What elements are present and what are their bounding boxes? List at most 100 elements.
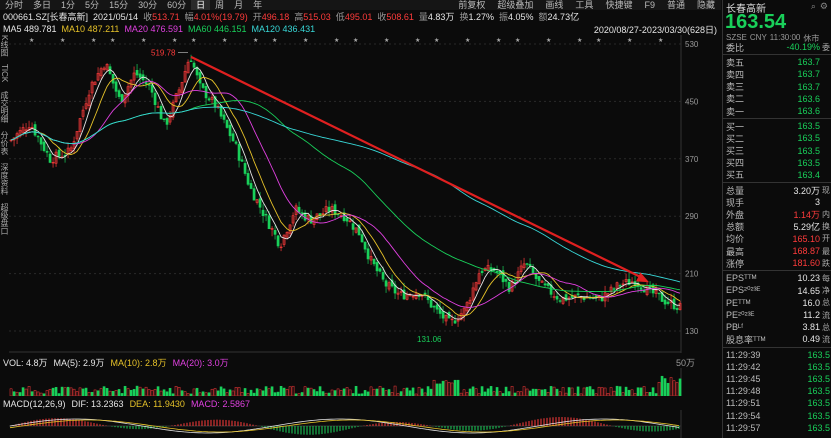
candle — [69, 147, 73, 152]
event-star-icon[interactable]: ★ — [546, 37, 551, 44]
timeframe-tab-6[interactable]: 60分 — [167, 0, 187, 10]
candle — [531, 266, 535, 274]
candle — [273, 230, 277, 235]
volume-bar — [528, 390, 532, 396]
candle — [153, 92, 157, 106]
toolbar-item-0[interactable]: 前复权 — [458, 0, 486, 10]
timeframe-tab-0[interactable]: 分时 — [5, 0, 24, 10]
volume-bar — [624, 386, 628, 396]
timeframe-tab-8[interactable]: 周 — [215, 0, 225, 10]
volume-bar — [342, 388, 346, 396]
event-star-icon[interactable]: ★ — [29, 37, 34, 44]
event-star-icon[interactable]: ★ — [434, 37, 439, 44]
toolbar-item-7[interactable]: 隐藏 — [696, 0, 715, 10]
volume-bar — [96, 390, 100, 396]
event-star-icon[interactable]: ★ — [496, 37, 501, 44]
volume-bar — [522, 386, 526, 396]
candle — [270, 227, 274, 230]
kline-chart[interactable]: 519.78 131.06 ★ ★ ★ ★ ★ ★ ★ ★ ★ ★ ★ ★ ★ ★ ★ ★ ★ ★ ★ ★ ★ ★ ★ ★ 530… — [9, 35, 721, 353]
volume-bar — [282, 387, 286, 396]
left-tab-0[interactable]: K线图 — [0, 35, 9, 57]
settings-icon[interactable]: ⚙ — [819, 1, 828, 11]
event-star-icon[interactable]: ★ — [191, 37, 196, 44]
volume-bar — [120, 393, 124, 396]
volume-bar — [18, 392, 22, 396]
candle — [333, 204, 337, 216]
y-tick-label: 210 — [685, 270, 699, 279]
toolbar-item-4[interactable]: 快捷键 — [605, 0, 633, 10]
bar-volume: 4.83万 — [427, 12, 455, 22]
candle — [201, 83, 205, 88]
timeframe-tab-2[interactable]: 1分 — [61, 0, 76, 10]
event-star-icon[interactable]: ★ — [627, 37, 632, 44]
event-star-icon[interactable]: ★ — [577, 37, 582, 44]
left-tab-2[interactable]: 成交明细 — [0, 90, 9, 123]
market-status: 休市 — [803, 34, 820, 43]
candle — [507, 281, 511, 292]
timeframe-tab-9[interactable]: 月 — [234, 0, 244, 10]
left-tab-3[interactable]: 分价表 — [0, 130, 9, 155]
left-tab-4[interactable]: 深度资料 — [0, 162, 9, 195]
candle — [255, 199, 259, 203]
event-star-icon[interactable]: ★ — [253, 37, 258, 44]
quote-row: 委比 -40.19% 委 — [723, 41, 831, 53]
volume-bar — [654, 393, 658, 396]
volume-bar — [513, 392, 517, 396]
candle — [444, 314, 448, 322]
timeframe-tab-1[interactable]: 多日 — [33, 0, 52, 10]
candle — [441, 311, 445, 319]
volume-bar — [90, 391, 94, 396]
ma5-value: MA5 489.781 — [3, 24, 57, 34]
event-star-icon[interactable]: ★ — [222, 37, 227, 44]
volume-bar — [426, 386, 430, 396]
left-tab-1[interactable]: TICK — [0, 64, 9, 83]
search-icon[interactable]: ⌕ — [810, 1, 816, 11]
volume-bar — [372, 388, 376, 396]
event-star-icon[interactable]: ★ — [303, 37, 308, 44]
volume-bar — [621, 392, 625, 396]
quote-row: 卖一 163.6 — [723, 105, 831, 117]
quote-row: 总量 3.20万现 — [723, 184, 831, 196]
candle — [180, 81, 184, 93]
candle — [639, 287, 643, 290]
event-star-icon[interactable]: ★ — [334, 37, 339, 44]
vol-ma5: MA(5): 2.9万 — [53, 357, 105, 368]
timeframe-toolbar: 分时 多日 1分 5分 15分 30分 60分日周月年 前复权 超级叠加 画线 工具 快捷键 F9 普通 隐… — [0, 0, 721, 10]
toolbar-item-5[interactable]: F9 — [644, 0, 655, 10]
event-star-icon[interactable]: ★ — [384, 37, 389, 44]
event-star-icon[interactable]: ★ — [353, 37, 358, 44]
timeframe-tab-4[interactable]: 15分 — [109, 0, 129, 10]
candle — [252, 188, 256, 201]
volume-bar — [102, 386, 106, 396]
event-star-icon[interactable]: ★ — [110, 37, 115, 44]
volume-chart[interactable] — [9, 368, 721, 396]
event-star-icon[interactable]: ★ — [141, 37, 146, 44]
volume-bar — [399, 391, 403, 396]
event-star-icon[interactable]: ★ — [172, 37, 177, 44]
tick-time: 11:29:42 — [726, 361, 761, 372]
event-star-icon[interactable]: ★ — [465, 37, 470, 44]
timeframe-tab-5[interactable]: 30分 — [138, 0, 158, 10]
left-tab-5[interactable]: 超级盘口 — [0, 202, 9, 235]
toolbar-item-6[interactable]: 普通 — [666, 0, 685, 10]
stock-code: 000661.SZ[长春高新] — [3, 12, 89, 22]
timeframe-tab-3[interactable]: 5分 — [85, 0, 100, 10]
timeframe-tab-10[interactable]: 年 — [253, 0, 263, 10]
timeframe-tab-7[interactable]: 日 — [191, 0, 211, 10]
event-star-icon[interactable]: ★ — [60, 37, 65, 44]
volume-bar — [225, 392, 229, 396]
event-star-icon[interactable]: ★ — [658, 37, 663, 44]
toolbar-item-3[interactable]: 工具 — [575, 0, 594, 10]
candle — [240, 159, 244, 162]
toolbar-item-2[interactable]: 画线 — [545, 0, 564, 10]
event-star-icon[interactable]: ★ — [91, 37, 96, 44]
event-star-icon[interactable]: ★ — [515, 37, 520, 44]
macd-chart[interactable] — [9, 410, 721, 438]
quote-row: 买三 163.5 — [723, 145, 831, 157]
event-star-icon[interactable]: ★ — [415, 37, 420, 44]
event-star-icon[interactable]: ★ — [272, 37, 277, 44]
candle — [42, 141, 46, 151]
candle — [183, 71, 187, 83]
event-star-icon[interactable]: ★ — [596, 37, 601, 44]
toolbar-item-1[interactable]: 超级叠加 — [497, 0, 534, 10]
